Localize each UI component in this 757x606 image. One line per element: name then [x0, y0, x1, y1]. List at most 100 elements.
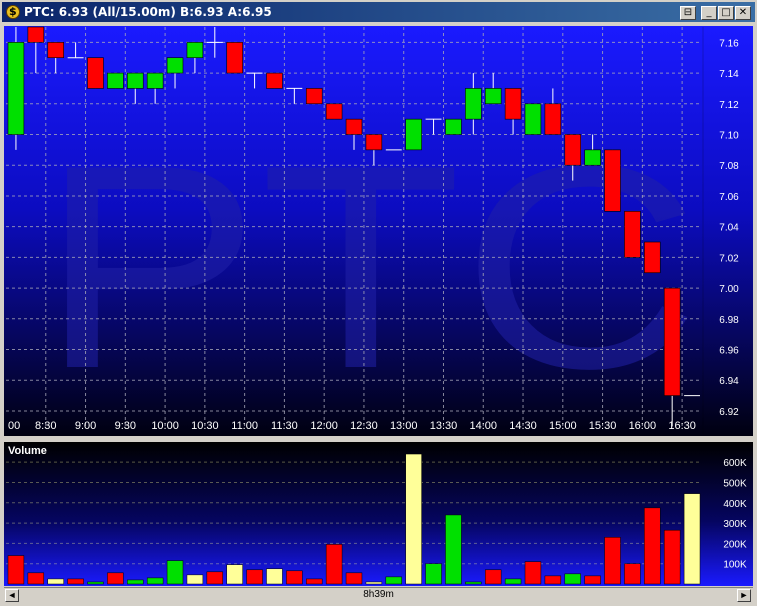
volume-bar: [544, 575, 562, 585]
time-tick-label: 15:30: [589, 420, 617, 432]
candle-body: [7, 42, 25, 135]
scroll-right-arrow-icon[interactable]: ►: [737, 589, 751, 602]
maximize-button[interactable]: □: [718, 6, 734, 20]
volume-bar: [345, 572, 363, 585]
volume-bar: [524, 561, 542, 585]
time-tick-label: 13:00: [390, 420, 418, 432]
time-tick-label: 15:00: [549, 420, 577, 432]
volume-bar: [365, 581, 383, 585]
volume-bar: [644, 507, 661, 585]
price-tick-label: 7.16: [719, 38, 739, 49]
time-tick-label: 14:30: [509, 420, 537, 432]
price-tick-label: 6.98: [719, 315, 739, 326]
time-tick-label: 14:00: [469, 420, 497, 432]
volume-bar: [107, 572, 124, 585]
candle-body: [127, 72, 144, 89]
volume-tick-label: 400K: [723, 499, 747, 510]
candle-body: [166, 57, 184, 74]
volume-bar: [47, 578, 64, 585]
time-tick-label: 16:30: [668, 420, 696, 432]
candle-body: [325, 103, 343, 120]
candle-body: [484, 88, 502, 105]
candle-body: [365, 134, 383, 151]
volume-bar: [266, 568, 283, 585]
candle-body: [445, 118, 462, 135]
volume-bar: [584, 575, 601, 585]
volume-pane[interactable]: Volume 600K 500K 400K 300K 200K 100K: [4, 436, 753, 586]
price-tick-label: 6.96: [719, 346, 739, 357]
pin-button[interactable]: ⊟: [680, 6, 696, 20]
price-tick-label: 7.10: [719, 131, 739, 142]
minimize-button[interactable]: _: [701, 6, 717, 20]
price-pane[interactable]: PTC7.167.147.127.107.087.067.047.027.006…: [4, 26, 753, 436]
price-tick-label: 7.04: [719, 223, 739, 234]
volume-bar: [624, 563, 641, 585]
price-tick-label: 7.06: [719, 192, 739, 203]
volume-bar: [504, 578, 522, 585]
volume-bar: [286, 570, 303, 585]
volume-bar: [306, 578, 323, 585]
volume-bar: [226, 564, 243, 585]
volume-bar: [206, 571, 224, 585]
volume-title: Volume: [8, 445, 47, 457]
volume-bar: [27, 572, 45, 585]
volume-bar: [166, 560, 184, 585]
volume-bar: [683, 493, 701, 585]
time-tick-label: 8:30: [35, 420, 56, 432]
volume-bar: [564, 573, 581, 585]
price-tick-label: 7.14: [719, 69, 739, 80]
volume-bar: [465, 581, 482, 585]
time-tick-label: 00: [8, 420, 20, 432]
volume-bar: [425, 563, 442, 585]
horizontal-scrollbar[interactable]: ◄ 8h39m ►: [4, 587, 753, 603]
volume-bar: [484, 569, 502, 585]
candle-body: [266, 72, 283, 89]
time-tick-label: 12:00: [310, 420, 338, 432]
candle-body: [186, 42, 204, 59]
volume-bar: [146, 577, 164, 585]
volume-bar: [186, 574, 204, 585]
pane-separator: [4, 436, 753, 442]
time-tick-label: 13:30: [430, 420, 458, 432]
price-tick-label: 7.08: [719, 161, 739, 172]
volume-background: [4, 442, 753, 586]
window-title: PTC: 6.93 (All/15.00m) B:6.93 A:6.95: [24, 5, 272, 19]
candle-body: [504, 88, 522, 120]
time-tick-label: 10:30: [191, 420, 219, 432]
candle-body: [663, 287, 681, 396]
price-tick-label: 7.00: [719, 284, 739, 295]
candle-body: [107, 72, 124, 89]
volume-bar: [87, 581, 104, 585]
dollar-icon[interactable]: $: [6, 5, 20, 19]
volume-tick-label: 500K: [723, 478, 747, 489]
candle-body: [564, 134, 581, 166]
candle-body: [544, 103, 562, 135]
candle-body: [345, 118, 363, 135]
volume-tick-label: 300K: [723, 519, 747, 530]
time-span-label: 8h39m: [363, 589, 394, 600]
volume-bar: [385, 576, 402, 585]
candle-body: [465, 88, 482, 120]
volume-bar: [127, 579, 144, 585]
time-tick-label: 11:30: [271, 420, 298, 432]
volume-bar: [445, 514, 462, 585]
chart-area[interactable]: PTC7.167.147.127.107.087.067.047.027.006…: [0, 22, 757, 587]
candle-body: [584, 149, 601, 166]
volume-bar: [604, 537, 621, 585]
candle-body: [226, 42, 243, 74]
close-button[interactable]: ✕: [735, 6, 751, 20]
time-tick-label: 11:00: [231, 420, 258, 432]
scroll-left-arrow-icon[interactable]: ◄: [5, 589, 19, 602]
volume-tick-label: 600K: [723, 458, 747, 469]
title-bar[interactable]: $ PTC: 6.93 (All/15.00m) B:6.93 A:6.95 ⊟…: [2, 2, 755, 22]
volume-bar: [325, 544, 343, 585]
candle-body: [27, 26, 45, 43]
candle-body: [305, 88, 323, 105]
volume-bar: [405, 453, 422, 585]
candle-body: [405, 118, 422, 151]
candle-body: [644, 241, 661, 274]
volume-bar: [67, 578, 84, 585]
price-tick-label: 6.94: [719, 376, 739, 387]
time-tick-label: 9:30: [115, 420, 136, 432]
